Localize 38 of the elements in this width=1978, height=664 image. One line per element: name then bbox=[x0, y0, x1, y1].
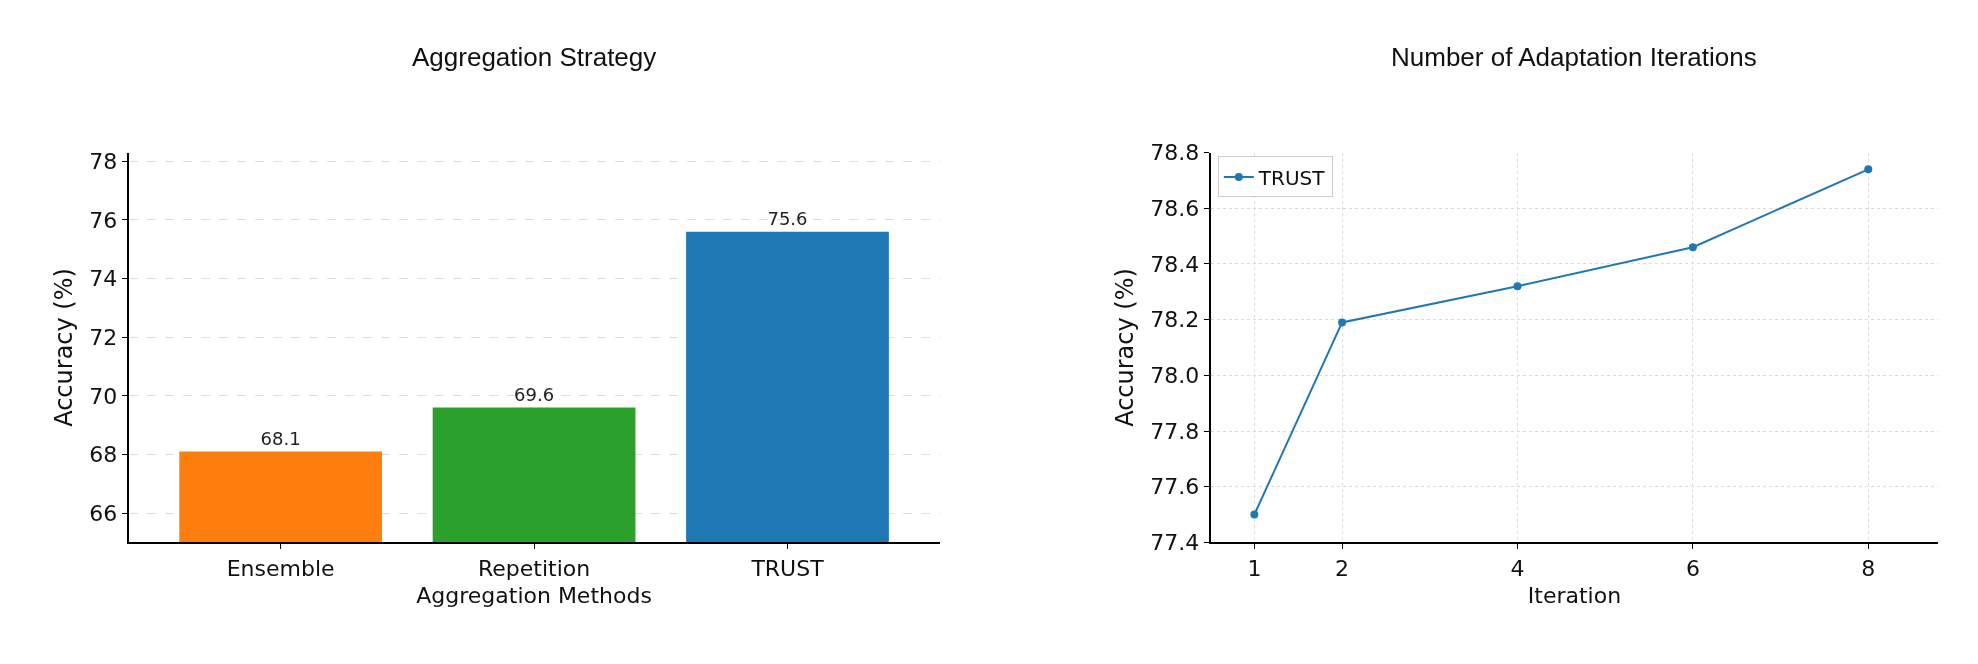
y-tick-label: 78 bbox=[89, 149, 118, 175]
chart-title: Number of Adaptation Iterations bbox=[1391, 42, 1757, 72]
y-tick-label: 77.4 bbox=[1150, 530, 1200, 556]
x-tick-label: 1 bbox=[1247, 555, 1262, 581]
x-tick-label: Repetition bbox=[477, 555, 591, 581]
y-tick-label: 70 bbox=[89, 383, 118, 409]
y-tick-label: 68 bbox=[89, 442, 118, 468]
y-tick-label: 78.4 bbox=[1150, 251, 1200, 277]
point bbox=[1338, 318, 1347, 327]
x-tick-label: Ensemble bbox=[226, 555, 335, 581]
data-label: 69.6 bbox=[514, 383, 555, 405]
x-tick-label: 6 bbox=[1685, 555, 1700, 581]
y-tick-label: 78.2 bbox=[1150, 307, 1200, 333]
chart-title: Aggregation Strategy bbox=[412, 42, 657, 72]
x-tick-label: 4 bbox=[1510, 555, 1525, 581]
y-tick-label: 66 bbox=[89, 500, 118, 526]
x-tick-label: 8 bbox=[1861, 555, 1876, 581]
x-axis-title: Iteration bbox=[1527, 583, 1622, 609]
point bbox=[1864, 165, 1873, 174]
y-tick-label: 76 bbox=[89, 207, 118, 233]
y-tick-label: 74 bbox=[89, 266, 118, 292]
y-axis-title: Accuracy (%) bbox=[49, 268, 78, 427]
point bbox=[1250, 510, 1259, 519]
y-axis-title: Accuracy (%) bbox=[1110, 268, 1139, 427]
data-label: 75.6 bbox=[767, 207, 808, 229]
data-label: 68.1 bbox=[260, 427, 301, 449]
x-tick-label: 2 bbox=[1335, 555, 1350, 581]
y-tick-label: 78.0 bbox=[1150, 363, 1200, 389]
point bbox=[1688, 243, 1697, 252]
x-tick-label: TRUST bbox=[750, 555, 825, 581]
y-tick-label: 78.8 bbox=[1150, 140, 1200, 166]
y-tick-label: 77.6 bbox=[1150, 474, 1200, 500]
x-axis-title: Aggregation Methods bbox=[416, 583, 652, 609]
point bbox=[1513, 282, 1522, 291]
legend-label: TRUST bbox=[1257, 165, 1326, 190]
y-tick-label: 77.8 bbox=[1150, 418, 1200, 444]
y-tick-label: 72 bbox=[89, 324, 118, 350]
y-tick-label: 78.6 bbox=[1150, 195, 1200, 221]
